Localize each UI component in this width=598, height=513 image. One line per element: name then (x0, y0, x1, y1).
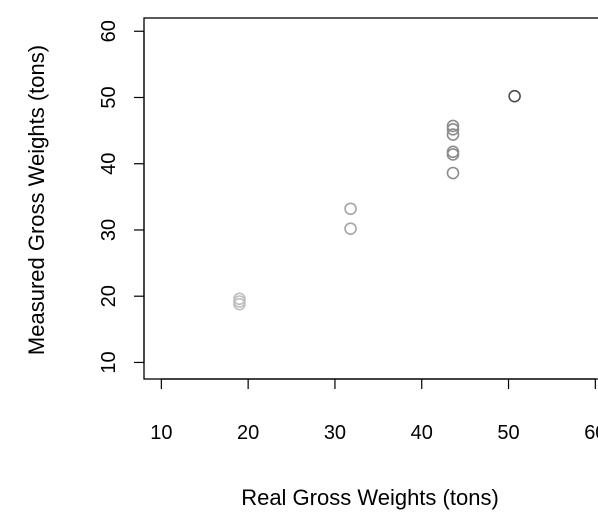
data-point (508, 89, 521, 103)
y-axis: 10 20 30 40 50 60 (98, 20, 145, 374)
y-tick-label: 20 (98, 285, 120, 307)
plot-box (143, 17, 598, 380)
y-tick-label: 60 (98, 20, 120, 42)
y-axis-title: Measured Gross Weights (tons) (24, 45, 49, 355)
x-tick-label: 40 (411, 422, 433, 444)
y-tick-label: 30 (98, 219, 120, 241)
data-point (446, 122, 460, 136)
x-tick-label: 30 (324, 422, 346, 444)
data-point (446, 128, 460, 141)
data-point (233, 295, 246, 308)
x-tick-label: 60 (584, 422, 598, 444)
data-point (446, 145, 460, 159)
data-point (446, 166, 460, 180)
data-point (344, 222, 357, 235)
x-tick-label: 10 (150, 422, 172, 444)
data-point (446, 119, 460, 133)
y-tick-label: 10 (98, 351, 120, 373)
data-points (233, 89, 521, 311)
x-axis: 10 20 30 40 50 60 (150, 378, 598, 444)
y-tick-label: 40 (98, 153, 120, 175)
data-point (344, 202, 357, 216)
x-tick-label: 50 (497, 422, 519, 444)
y-tick-label: 50 (98, 86, 120, 108)
x-axis-title: Real Gross Weights (tons) (241, 485, 499, 510)
x-tick-label: 20 (237, 422, 259, 444)
data-point (233, 292, 246, 306)
data-point (446, 148, 460, 161)
